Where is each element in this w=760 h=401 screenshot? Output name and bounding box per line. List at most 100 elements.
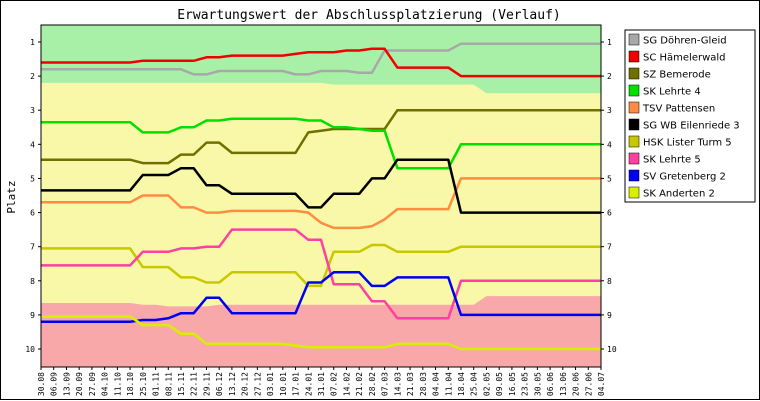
series-line-8 (41, 228, 601, 320)
series-line-10 (41, 315, 601, 351)
series-line-7 (41, 243, 601, 288)
x-tick-label: 20.09 (75, 372, 84, 396)
series-lines (41, 42, 601, 351)
legend-swatch (628, 186, 640, 199)
x-tick-label: 11.04 (444, 372, 453, 396)
y-tick-label: 9 (30, 311, 35, 320)
x-tick-label: 18.10 (126, 372, 135, 396)
y-tick-label: 8 (30, 277, 35, 286)
y-tick-label-right: 7 (607, 243, 612, 252)
y-tick-label-right: 4 (607, 140, 612, 149)
legend-entry: SK Lehrte 5 (643, 155, 701, 166)
legend-swatch (628, 33, 640, 46)
legend-entry: HSK Lister Turm 5 (643, 138, 732, 149)
x-tick-label: 02.05 (482, 372, 491, 396)
legend-box (624, 29, 756, 203)
x-tick-label: 11.10 (113, 372, 122, 396)
legend-swatch (628, 169, 640, 182)
y-axis-label: Platz (5, 180, 18, 213)
x-tick-label: 07.02 (330, 372, 339, 396)
y-tick-label: 5 (30, 174, 35, 183)
x-tick-label: 06.12 (215, 372, 224, 396)
zone-bottom (41, 296, 601, 367)
y-tick-label: 4 (30, 140, 35, 149)
x-tick-label: 22.11 (190, 372, 199, 396)
legend-entry: SV Gretenberg 2 (643, 172, 726, 183)
legend-entry: TSV Pattensen (642, 104, 715, 115)
x-tick-label: 16.05 (508, 372, 517, 396)
legend-entry: SG WB Eilenriede 3 (643, 121, 740, 132)
x-tick-label: 23.05 (521, 372, 530, 396)
x-tick-label: 03.01 (266, 372, 275, 396)
x-tick-label: 25.04 (470, 372, 479, 396)
x-tick-label: 01.11 (152, 372, 161, 396)
y-tick-label: 10 (25, 345, 35, 354)
y-tick-label-right: 3 (607, 106, 612, 115)
x-tick-label: 04.07 (597, 372, 606, 396)
x-tick-label: 13.06 (559, 372, 568, 396)
x-tick-label: 29.11 (202, 372, 211, 396)
x-tick-label: 20.12 (241, 372, 250, 396)
x-tick-label: 07.03 (381, 372, 390, 396)
x-tick-label: 18.04 (457, 372, 466, 396)
x-tick-label: 27.09 (88, 372, 97, 396)
legend-entry: SK Anderten 2 (643, 189, 715, 200)
x-axis: 30.08 06.09 13.09 20.09 27.09 04.10 11.10 18.10… (37, 367, 606, 396)
y-axis-left: 1 2 3 4 5 6 7 8 9 10 (25, 38, 41, 354)
y-axis-right: 1 2 3 4 5 6 7 8 9 10 (601, 38, 617, 354)
x-tick-label: 17.01 (292, 372, 301, 396)
legend-entry: SC Hämelerwald (643, 53, 726, 64)
x-tick-label: 28.03 (419, 372, 428, 396)
series-line-3 (41, 108, 601, 165)
y-tick-label: 2 (30, 72, 35, 81)
x-tick-label: 15.11 (177, 372, 186, 396)
y-tick-label-right: 10 (607, 345, 617, 354)
y-tick-label: 6 (30, 209, 35, 218)
legend-swatch (628, 67, 640, 80)
y-tick-label-right: 8 (607, 277, 612, 286)
y-tick-label: 3 (30, 106, 35, 115)
x-tick-label: 13.12 (228, 372, 237, 396)
legend-entry: SZ Bemerode (643, 70, 711, 81)
x-tick-label: 09.05 (495, 372, 504, 396)
y-tick-label-right: 2 (607, 72, 612, 81)
legend-entry: SG Döhren-Gleid (643, 36, 727, 47)
series-line-9 (41, 271, 601, 323)
y-tick-label: 1 (30, 38, 35, 47)
x-tick-label: 24.01 (304, 372, 313, 396)
x-tick-label: 08.11 (164, 372, 173, 396)
legend-swatch (628, 118, 640, 131)
x-tick-label: 06.09 (50, 372, 59, 396)
x-tick-label: 25.10 (139, 372, 148, 396)
x-tick-label: 27.06 (584, 372, 593, 396)
x-tick-label: 21.03 (406, 372, 415, 396)
chart-title: Erwartungswert der Abschlussplatzierung … (177, 8, 561, 23)
y-tick-label-right: 6 (607, 209, 612, 218)
x-tick-label: 14.03 (393, 372, 402, 396)
x-tick-label: 31.01 (317, 372, 326, 396)
x-tick-label: 27.12 (253, 372, 262, 396)
legend-entry: SK Lehrte 4 (643, 87, 701, 98)
x-tick-label: 13.09 (62, 372, 71, 396)
x-tick-label: 04.10 (101, 372, 110, 396)
legend-swatch (628, 152, 640, 165)
legend-swatch (628, 50, 640, 63)
x-tick-label: 10.01 (279, 372, 288, 396)
x-tick-label: 14.02 (342, 372, 351, 396)
x-tick-label: 28.02 (368, 372, 377, 396)
x-tick-label: 20.06 (572, 372, 581, 396)
x-tick-label: 06.06 (546, 372, 555, 396)
series-line-5 (41, 177, 601, 230)
legend: SG Döhren-Gleid SC Hämelerwald SZ Bemerode… (624, 29, 756, 203)
x-tick-label: 30.08 (37, 372, 46, 396)
x-tick-label: 04.04 (432, 372, 441, 396)
y-tick-label-right: 1 (607, 38, 612, 47)
y-tick-label-right: 9 (607, 311, 612, 320)
legend-swatch (628, 84, 640, 97)
series-line-2 (41, 47, 601, 78)
legend-swatch (628, 101, 640, 114)
series-line-1 (41, 42, 601, 76)
x-tick-label: 21.02 (355, 372, 364, 396)
